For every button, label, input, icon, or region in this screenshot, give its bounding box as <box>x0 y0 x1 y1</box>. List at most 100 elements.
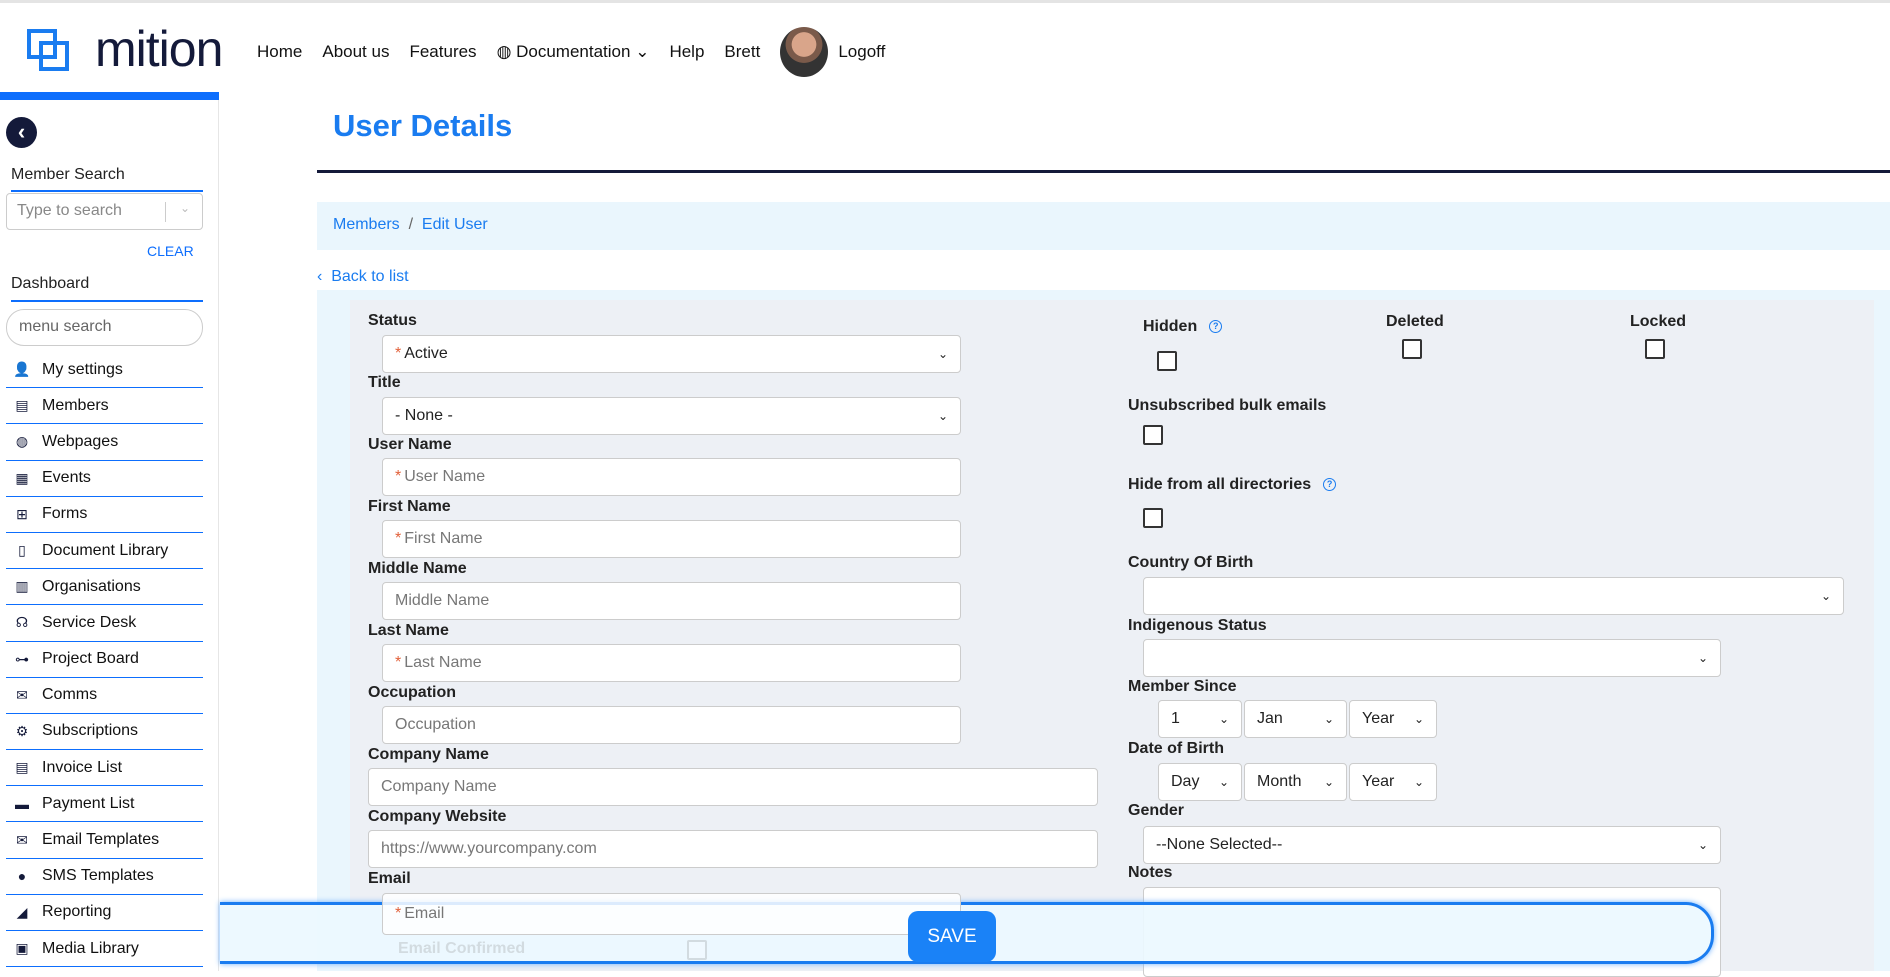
chevron-down-icon: ⌄ <box>1413 712 1424 726</box>
chevron-down-icon: ⌄ <box>1323 775 1334 789</box>
sidebar-item-my-settings[interactable]: 👤 My settings <box>6 352 203 389</box>
back-to-list-link[interactable]: ‹ Back to list <box>317 268 409 286</box>
chevron-left-icon: ‹ <box>317 268 332 285</box>
globe-icon: ◍ <box>496 42 517 61</box>
hide-directories-label-text: Hide from all directories <box>1128 476 1312 493</box>
menu-search-input[interactable]: menu search <box>6 309 203 346</box>
sidebar-item-label: Reporting <box>42 903 112 921</box>
deleted-label: Deleted <box>1386 313 1444 330</box>
unsubscribed-checkbox[interactable] <box>1143 425 1163 445</box>
help-icon[interactable]: ? <box>1209 320 1223 334</box>
locked-checkbox[interactable] <box>1645 339 1665 359</box>
status-select[interactable]: * Active ⌄ <box>382 335 961 373</box>
sidebar-item-label: Comms <box>42 686 98 704</box>
sidebar-item-label: Media Library <box>42 939 139 957</box>
sidebar-item-reporting[interactable]: ◢ Reporting <box>6 895 203 931</box>
member-search-placeholder: Type to search <box>17 202 122 219</box>
member-since-day-select[interactable]: 1 ⌄ <box>1158 700 1242 738</box>
last-name-input[interactable]: * Last Name <box>382 644 961 682</box>
help-icon[interactable]: ? <box>1323 478 1337 492</box>
member-search-input[interactable]: Type to search ⌄ <box>6 193 203 230</box>
dob-day-select[interactable]: Day ⌄ <box>1158 763 1242 801</box>
chevron-down-icon: ⌄ <box>1323 712 1334 726</box>
nav-documentation-label: Documentation <box>516 42 631 61</box>
chevron-down-icon: ⌄ <box>179 201 190 215</box>
sidebar-item-email-templates[interactable]: ✉ Email Templates <box>6 822 203 859</box>
sidebar-item-sms-templates[interactable]: ● SMS Templates <box>6 859 203 895</box>
value: Year <box>1362 710 1395 727</box>
divider <box>11 300 203 302</box>
sidebar-item-subscriptions[interactable]: ⚙ Subscriptions <box>6 714 203 751</box>
clear-button[interactable]: CLEAR <box>147 243 194 259</box>
sidebar-item-label: SMS Templates <box>42 867 154 885</box>
save-button[interactable]: SAVE <box>908 911 996 962</box>
occupation-label: Occupation <box>368 684 457 701</box>
breadcrumb-edit-user[interactable]: Edit User <box>421 216 488 233</box>
country-select[interactable]: ⌄ <box>1143 577 1844 615</box>
nav-about[interactable]: About us <box>322 42 390 61</box>
nav-documentation[interactable]: ◍ Documentation ⌄ <box>497 42 650 62</box>
sidebar-item-label: Forms <box>42 505 88 523</box>
hide-directories-label: Hide from all directories? <box>1128 476 1337 494</box>
sidebar-item-payment-list[interactable]: ▬ Payment List <box>6 786 203 823</box>
breadcrumb-members[interactable]: Members <box>333 216 400 233</box>
nav-home[interactable]: Home <box>257 42 303 61</box>
sidebar-item-invoice-list[interactable]: ▤ Invoice List <box>6 750 203 787</box>
dob-year-select[interactable]: Year ⌄ <box>1349 763 1437 801</box>
member-since-label: Member Since <box>1128 678 1237 695</box>
sidebar-item-label: Invoice List <box>42 758 123 776</box>
sidebar-dashboard[interactable]: Dashboard <box>11 275 90 292</box>
first-name-placeholder: First Name <box>404 530 483 547</box>
hidden-checkbox[interactable] <box>1157 351 1177 371</box>
middle-name-input[interactable]: Middle Name <box>382 582 961 620</box>
sidebar-item-label: Members <box>42 396 109 414</box>
hide-directories-checkbox[interactable] <box>1143 508 1163 528</box>
nav-logoff[interactable]: Logoff <box>838 42 886 61</box>
sidebar-item-media-library[interactable]: ▣ Media Library <box>6 931 203 968</box>
last-name-label: Last Name <box>368 622 449 639</box>
sidebar-item-project-board[interactable]: ⊶ Project Board <box>6 642 203 678</box>
nav-features[interactable]: Features <box>409 42 477 61</box>
sidebar-item-label: Events <box>42 469 91 487</box>
table-icon: ⊞ <box>16 505 28 522</box>
member-since-year-select[interactable]: Year ⌄ <box>1349 700 1437 738</box>
indigenous-label: Indigenous Status <box>1128 617 1267 634</box>
user-name-input[interactable]: * User Name <box>382 458 961 496</box>
title-divider <box>317 170 1890 173</box>
nav-user[interactable]: Brett <box>724 42 761 61</box>
email-input[interactable]: * Email <box>382 893 961 935</box>
chevron-down-icon: ⌄ <box>635 42 650 61</box>
nav-help[interactable]: Help <box>669 42 705 61</box>
sidebar-item-webpages[interactable]: ◍ Webpages <box>6 424 203 461</box>
gender-select[interactable]: --None Selected-- ⌄ <box>1143 826 1721 864</box>
chevron-down-icon: ⌄ <box>1413 775 1424 789</box>
sidebar-item-forms[interactable]: ⊞ Forms <box>6 497 203 533</box>
company-name-input[interactable]: Company Name <box>368 768 1098 806</box>
collapse-sidebar-button[interactable]: ‹ <box>6 117 37 148</box>
email-confirmed-checkbox[interactable] <box>687 940 707 960</box>
avatar[interactable] <box>780 27 829 77</box>
first-name-input[interactable]: * First Name <box>382 520 961 558</box>
headset-icon: ☊ <box>15 614 29 631</box>
sidebar-item-service-desk[interactable]: ☊ Service Desk <box>6 605 203 642</box>
deleted-checkbox[interactable] <box>1402 339 1422 359</box>
member-since-month-select[interactable]: Jan ⌄ <box>1244 700 1347 738</box>
email-placeholder: Email <box>404 905 445 922</box>
title-select[interactable]: - None - ⌄ <box>382 397 961 435</box>
company-website-input[interactable]: https://www.yourcompany.com <box>368 830 1098 868</box>
middle-name-placeholder: Middle Name <box>395 592 490 609</box>
sidebar-item-organisations[interactable]: ▥ Organisations <box>6 569 203 606</box>
globe-icon: ◍ <box>15 433 29 450</box>
indigenous-select[interactable]: ⌄ <box>1143 639 1721 677</box>
sidebar-item-members[interactable]: ▤ Members <box>6 388 203 425</box>
sidebar-item-events[interactable]: ▦ Events <box>6 461 203 497</box>
logo[interactable]: mition <box>27 20 223 78</box>
images-icon: ▣ <box>15 940 29 957</box>
occupation-input[interactable]: Occupation <box>382 706 961 744</box>
mail-bulk-icon: ✉ <box>16 686 28 703</box>
sidebar-item-document-library[interactable]: ▯ Document Library <box>6 533 203 570</box>
unsubscribed-label: Unsubscribed bulk emails <box>1128 397 1327 414</box>
dob-month-select[interactable]: Month ⌄ <box>1244 763 1347 801</box>
sidebar-item-comms[interactable]: ✉ Comms <box>6 678 203 714</box>
sidebar-item-label: Document Library <box>42 541 169 559</box>
